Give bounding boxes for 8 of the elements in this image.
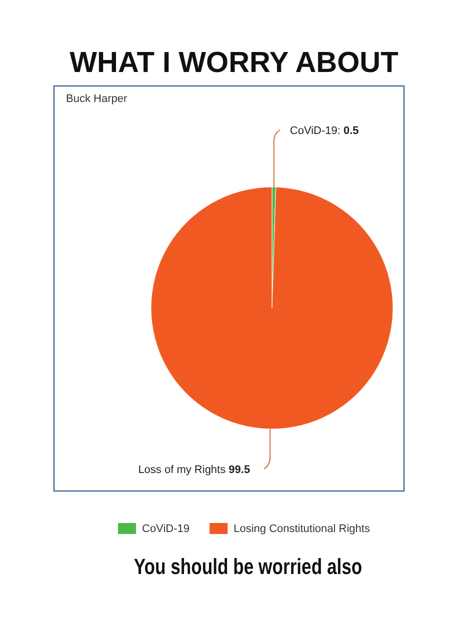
pie-slice [150,186,394,430]
chart-title: WHAT I WORRY ABOUT [70,47,399,79]
legend-label: CoViD-19 [142,523,190,535]
chart-subtitle: Buck Harper [66,93,128,105]
data-label: Loss of my Rights 99.5 [138,464,250,476]
data-label: CoViD-19: 0.5 [290,125,359,137]
legend-label: Losing Constitutional Rights [234,523,370,535]
text: You should be worried also [134,555,362,580]
